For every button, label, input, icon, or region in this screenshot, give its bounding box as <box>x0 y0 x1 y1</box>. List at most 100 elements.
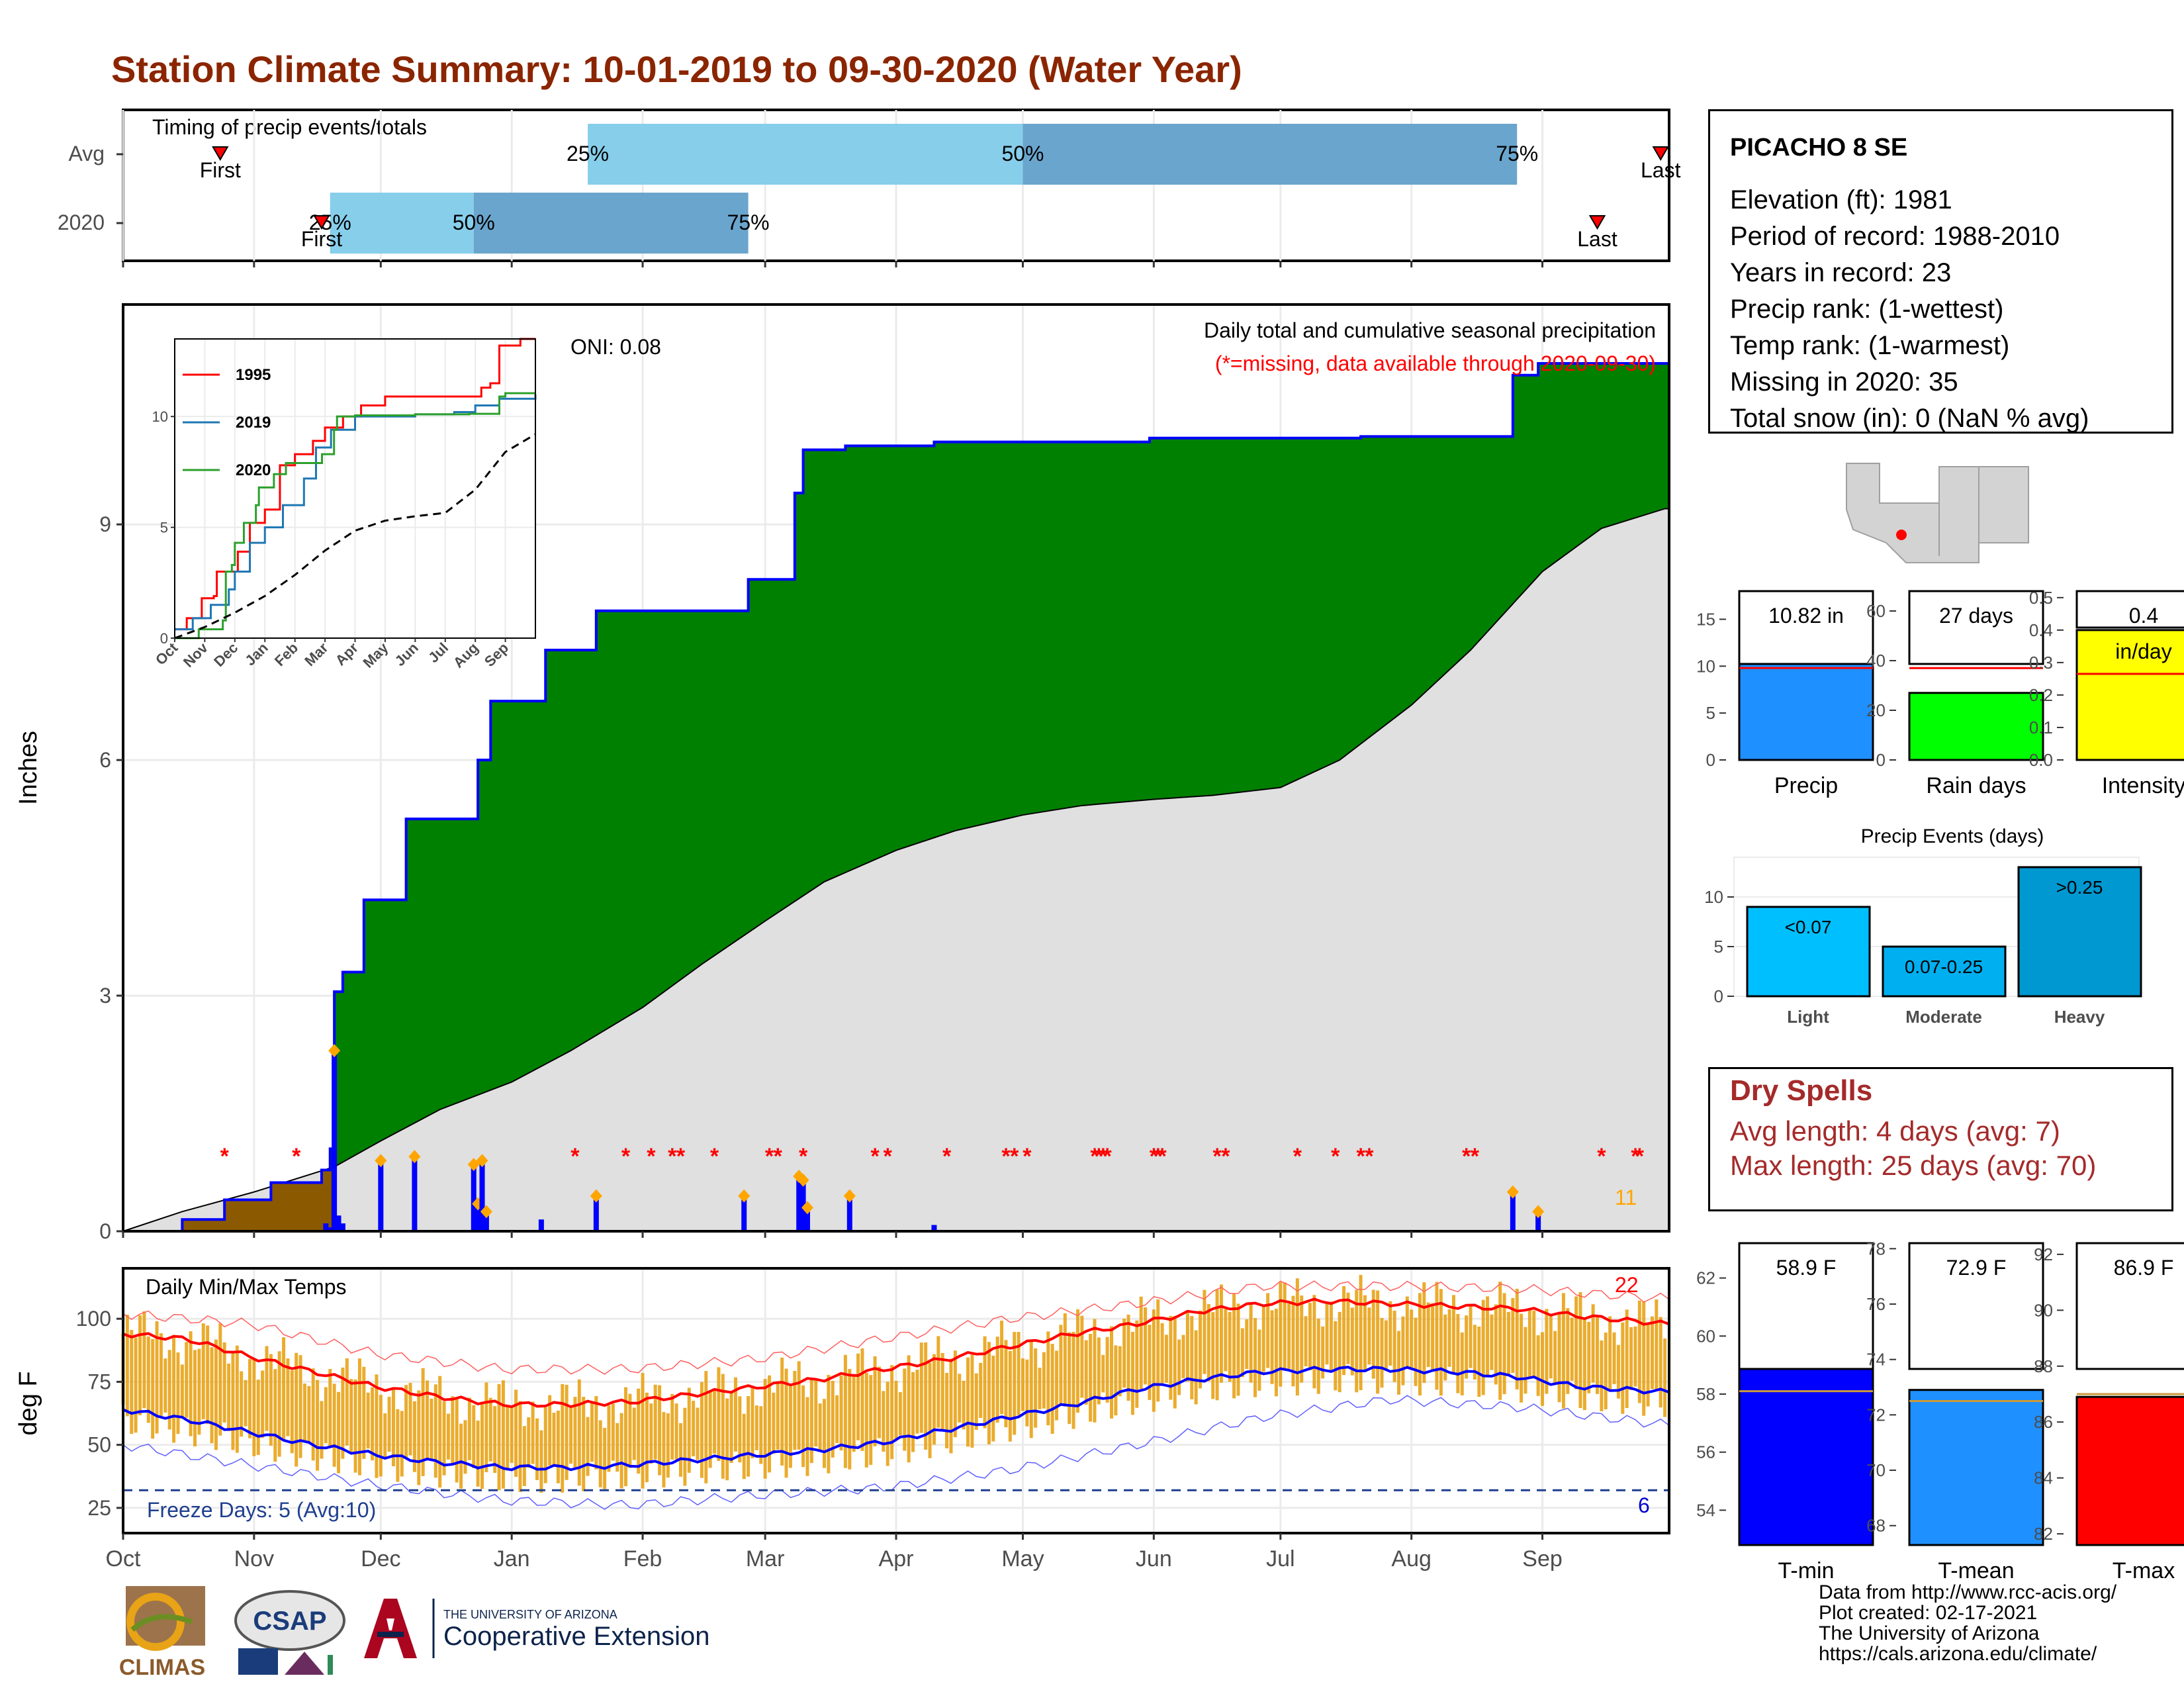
heavy-event-marker-7 <box>467 1158 480 1172</box>
tmin_bar-value-box <box>1738 1242 1874 1370</box>
daily-temp-range-bar-300 <box>1388 1301 1392 1366</box>
daily-temp-range-bar-155 <box>776 1381 780 1450</box>
hot-days-count: 22 <box>1615 1273 1639 1297</box>
daily-temp-range-bar-44 <box>307 1385 311 1442</box>
precip_bar-value-label: 10.82 in <box>1768 604 1844 628</box>
daily-temp-range-bar-338 <box>1549 1315 1553 1379</box>
daily-temp-range-bar-359 <box>1637 1300 1641 1403</box>
daily-temp-range-bar-162 <box>805 1397 809 1476</box>
dry-spells-title: Dry Spells <box>1730 1074 1873 1107</box>
credits-source: Data from http://www.rcc-acis.org/ <box>1819 1581 2117 1603</box>
missing-day-marker-16: * <box>1023 1144 1032 1169</box>
heavy-event-marker-10 <box>480 1205 492 1219</box>
timing-label-75-2020: 75% <box>727 211 770 234</box>
daily-temp-range-bar-197 <box>953 1350 957 1438</box>
daily-temp-range-bar-189 <box>919 1342 923 1433</box>
daily-temp-range-bar-185 <box>903 1368 907 1451</box>
daily-temp-range-bar-330 <box>1515 1288 1519 1389</box>
raindays_bar-ytick-label-1: 20 <box>1866 700 1886 720</box>
daily-temp-range-bar-178 <box>873 1356 877 1446</box>
events-bar-label-light: <0.07 <box>1785 917 1832 937</box>
daily-temp-range-bar-81 <box>463 1420 467 1474</box>
daily-temp-range-bar-5 <box>142 1311 146 1409</box>
heavy-event-marker-15 <box>797 1173 809 1187</box>
daily-temp-range-bar-23 <box>218 1323 222 1436</box>
daily-temp-range-bar-157 <box>784 1368 788 1478</box>
daily-temp-range-bar-25 <box>227 1363 231 1431</box>
daily-temp-range-bar-35 <box>269 1354 273 1446</box>
mini-chart-tmean_bar: 72.9 F 68 70 72 74 76 78 T-mean <box>1866 1239 2044 1583</box>
tmax_bar-ytick-label-4: 90 <box>2034 1300 2053 1320</box>
daily-temp-range-bar-339 <box>1553 1331 1557 1383</box>
timing-label-25-2020: 25% <box>309 211 351 234</box>
daily-temp-range-bar-122 <box>637 1388 641 1474</box>
daily-temp-range-bar-302 <box>1397 1331 1401 1395</box>
daily-temp-range-bar-15 <box>185 1342 189 1418</box>
daily-temp-range-bar-238 <box>1126 1314 1130 1401</box>
daily-temp-range-bar-207 <box>995 1336 999 1423</box>
credits-url: https://cals.arizona.edu/climate/ <box>1819 1643 2097 1665</box>
events-category-heavy: Heavy <box>2054 1007 2105 1027</box>
daily-temp-range-bar-125 <box>649 1403 653 1464</box>
daily-temp-range-bar-103 <box>556 1410 560 1483</box>
daily-temp-range-bar-326 <box>1498 1282 1502 1400</box>
daily-precip-bar-10 <box>483 1211 489 1231</box>
daily-temp-range-bar-360 <box>1642 1301 1646 1416</box>
missing-day-marker-25: * <box>1221 1144 1230 1169</box>
missing-day-marker-34: * <box>1635 1144 1645 1169</box>
daily-precip-bar-12 <box>593 1196 599 1231</box>
inset-line-2020 <box>175 392 535 639</box>
precip-avg-cumulative-area <box>122 508 1670 1232</box>
daily-temp-range-bar-299 <box>1384 1320 1388 1370</box>
daily-temp-range-bar-89 <box>497 1383 501 1491</box>
daily-temp-range-bar-298 <box>1380 1317 1384 1388</box>
daily-temp-range-bar-24 <box>222 1342 226 1423</box>
daily-temp-range-bar-223 <box>1063 1313 1067 1407</box>
daily-temp-range-bar-50 <box>332 1383 336 1467</box>
credits-created: Plot created: 02-17-2021 <box>1819 1602 2038 1624</box>
heavy-event-marker-20 <box>1532 1205 1545 1219</box>
daily-temp-range-bar-205 <box>987 1342 991 1445</box>
daily-temp-range-bar-286 <box>1329 1301 1333 1373</box>
daily-temp-range-bar-216 <box>1034 1348 1038 1428</box>
daily-temp-range-bar-251 <box>1181 1335 1185 1379</box>
daily-temp-range-bar-244 <box>1152 1309 1156 1412</box>
daily-temp-range-bar-264 <box>1236 1303 1240 1396</box>
daily-temp-range-bar-220 <box>1050 1344 1054 1434</box>
avg-min-temp-line <box>122 1366 1670 1472</box>
daily-temp-range-bar-236 <box>1118 1346 1122 1397</box>
tmax_bar-category-label: T-max <box>2113 1558 2175 1583</box>
daily-temp-range-bar-336 <box>1541 1332 1545 1406</box>
precip-annotation-missing: (*=missing, data available through 2020-… <box>1215 352 1656 375</box>
daily-temp-range-bar-69 <box>412 1401 416 1472</box>
missing-day-marker-24: * <box>1212 1144 1222 1169</box>
timing-label-50-Avg: 50% <box>1001 142 1044 165</box>
events-ytick-label-2: 10 <box>1704 887 1723 907</box>
daily-temp-range-bar-334 <box>1532 1310 1536 1378</box>
missing-day-marker-1: * <box>292 1144 301 1169</box>
daily-temp-range-bar-170 <box>839 1375 843 1451</box>
daily-temp-range-bar-353 <box>1612 1332 1616 1385</box>
daily-temp-range-bar-27 <box>235 1345 239 1453</box>
dry-spells-avg: Avg length: 4 days (avg: 7) <box>1730 1115 2060 1147</box>
timing-row-label-avg: Avg <box>68 142 105 165</box>
precip-ytick-label-0: 0 <box>99 1219 111 1243</box>
heavy-event-marker-12 <box>590 1189 602 1203</box>
inset-ytick-label-10: 10 <box>152 408 168 425</box>
daily-temp-range-bar-230 <box>1093 1319 1097 1423</box>
daily-temp-range-bar-101 <box>548 1395 552 1466</box>
daily-temp-range-bar-88 <box>493 1406 497 1474</box>
daily-temp-range-bar-98 <box>535 1418 539 1480</box>
daily-temp-range-bar-42 <box>298 1355 302 1458</box>
daily-temp-range-bar-54 <box>349 1379 353 1454</box>
precip_bar-bar <box>1738 657 1874 761</box>
climas-logo: CLIMAS <box>119 1586 205 1680</box>
timing-bar-50-75-2020 <box>473 193 749 254</box>
daily-temp-range-bar-263 <box>1232 1293 1236 1399</box>
daily-precip-bar-17 <box>846 1196 852 1231</box>
daily-temp-range-bar-355 <box>1621 1322 1625 1414</box>
raindays_bar-ytick-label-3: 60 <box>1866 601 1886 621</box>
daily-temp-range-bar-67 <box>404 1385 408 1459</box>
missing-day-marker-21: * <box>1150 1144 1159 1169</box>
tmin_bar-ytick-label-0: 54 <box>1696 1500 1715 1520</box>
